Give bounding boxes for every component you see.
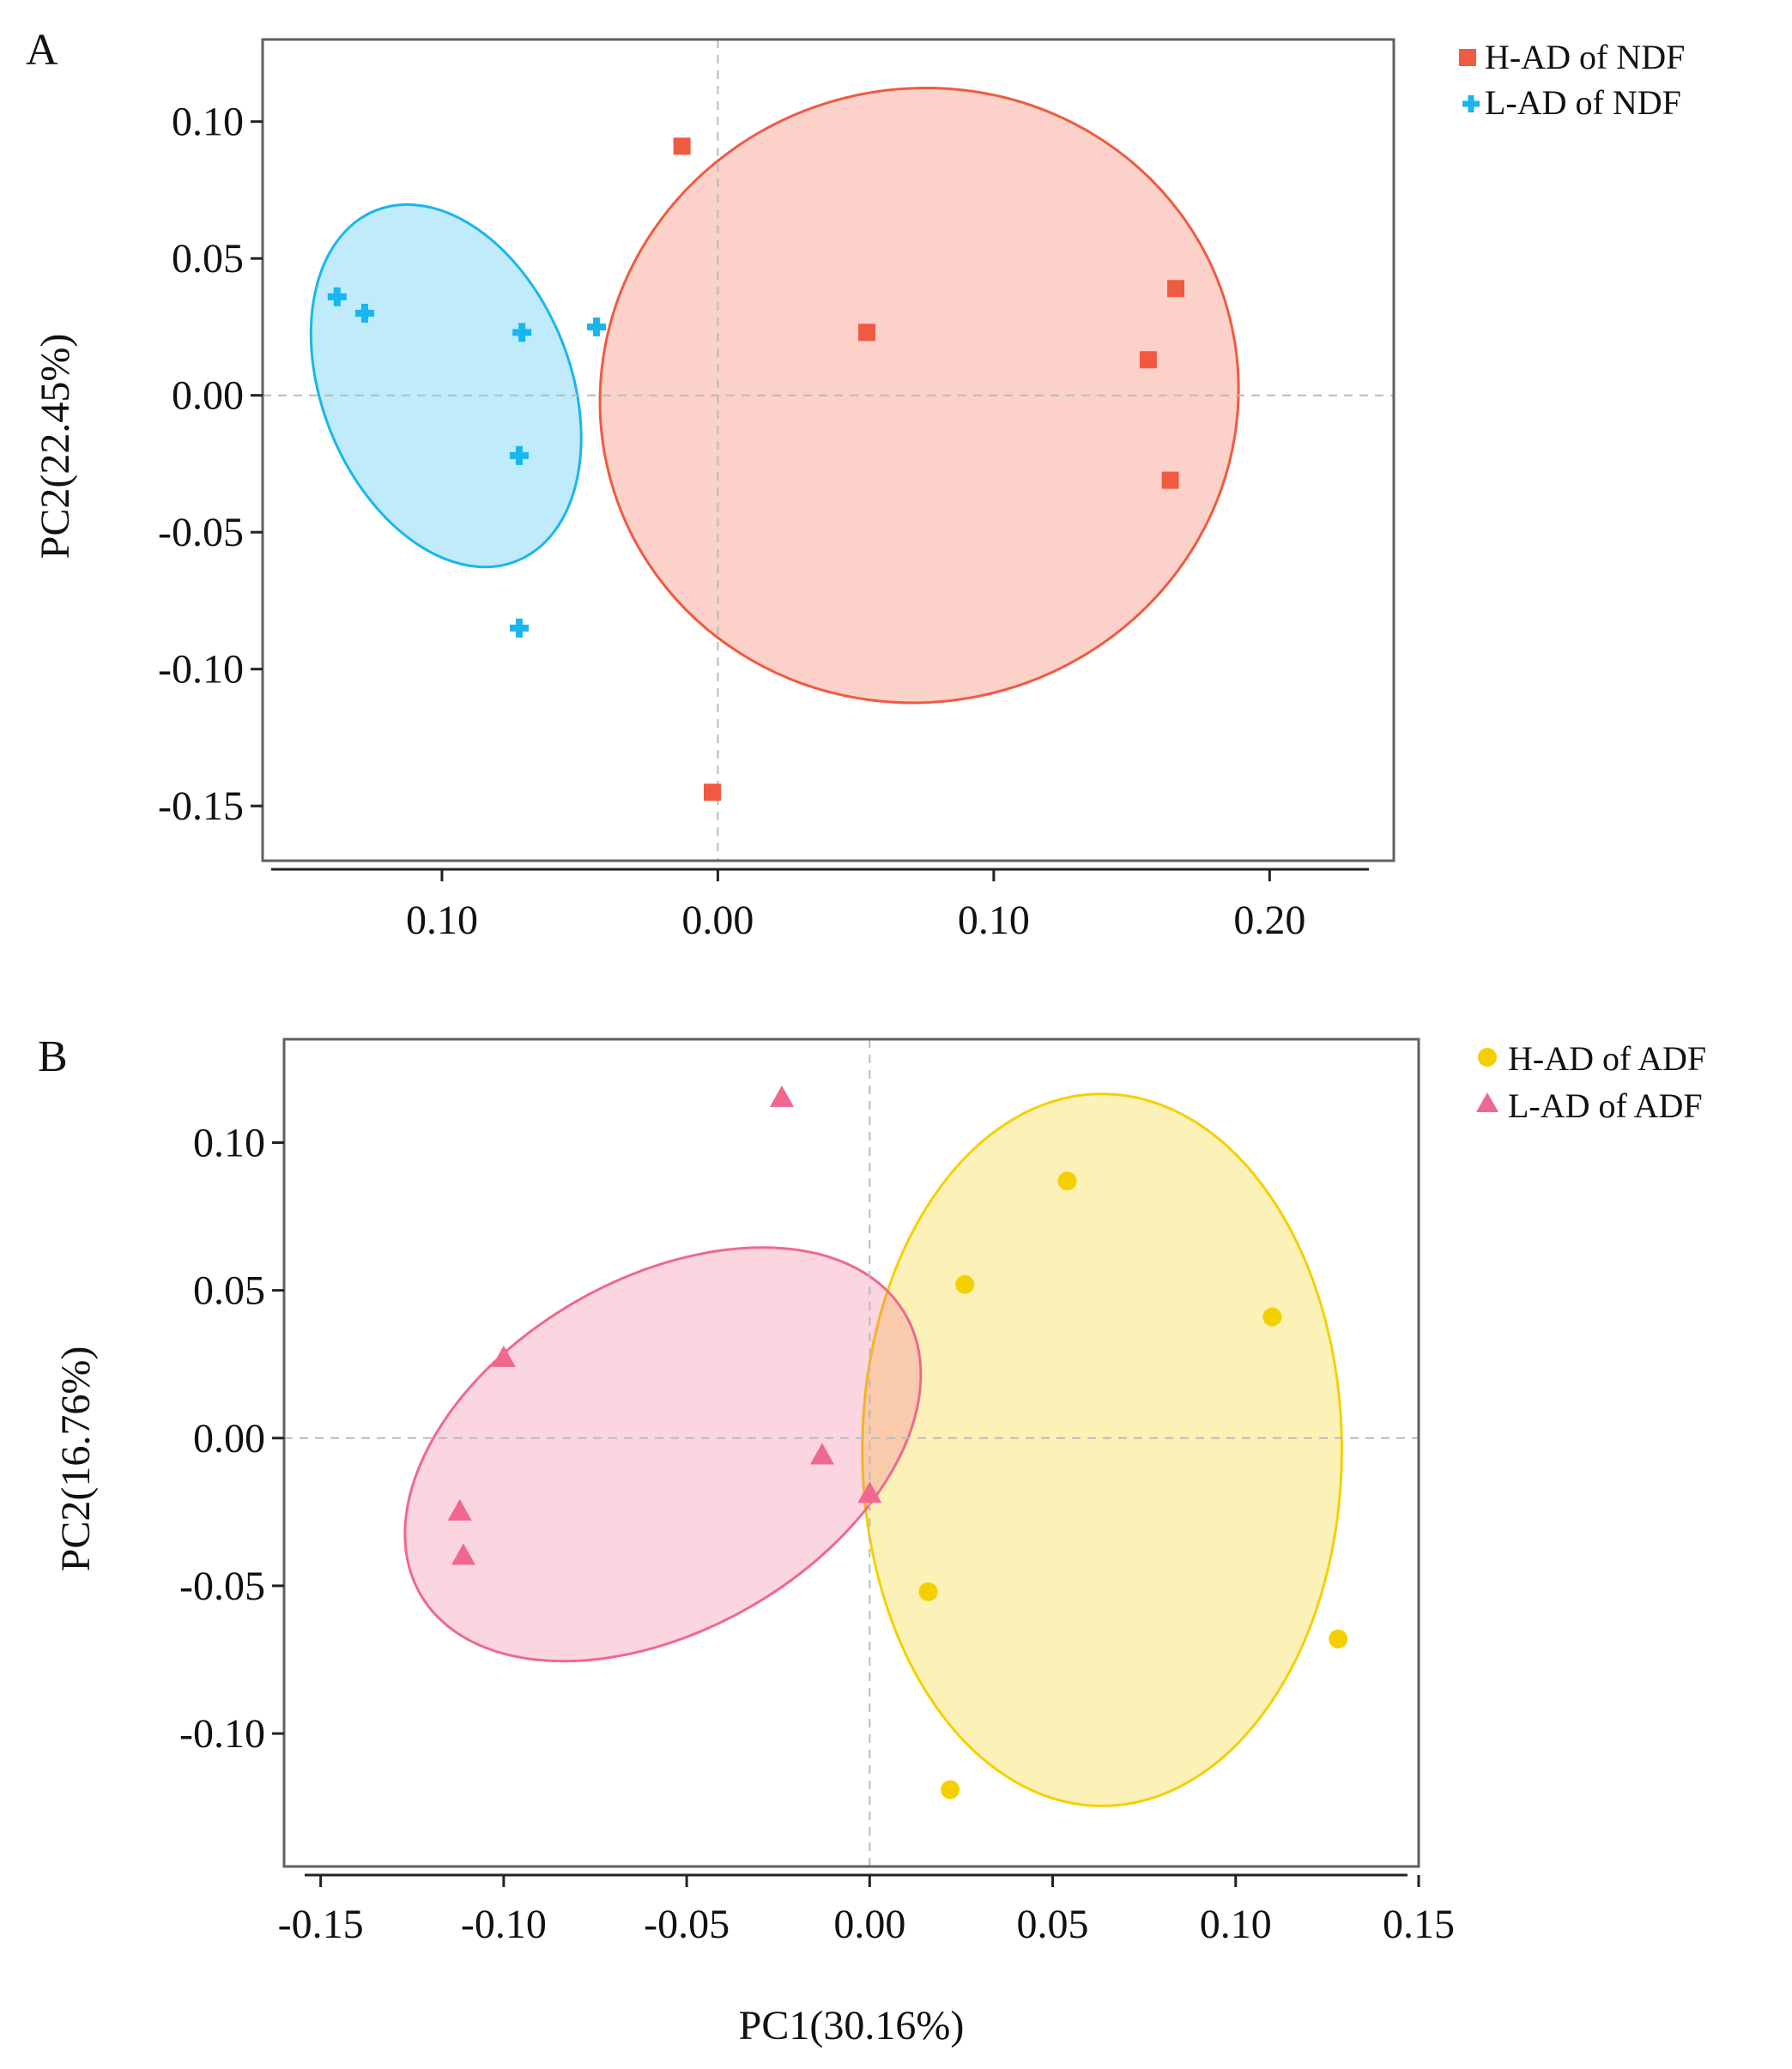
panel-a-point-s0-0 bbox=[673, 137, 691, 155]
panel-b-x-tick-label: 0.00 bbox=[833, 1902, 905, 1947]
legend-item-h-ad-adf: H-AD of ADF bbox=[1478, 1039, 1706, 1078]
panel-b-point-s1-1 bbox=[491, 1345, 516, 1367]
panel-b-x-tick-label: -0.10 bbox=[461, 1902, 547, 1947]
panel-a-point-s0-5 bbox=[703, 783, 721, 802]
panel-a-y-tick-label: -0.05 bbox=[158, 510, 244, 555]
panel-b-y-axis-label: PC2(16.76%) bbox=[53, 1346, 99, 1572]
panel-a-y-tick-label: -0.10 bbox=[158, 647, 244, 693]
legend-square-icon bbox=[1459, 49, 1476, 66]
panel-b-y-tick-label: -0.05 bbox=[179, 1564, 265, 1609]
panel-a-point-s0-4 bbox=[1161, 471, 1179, 489]
panel-a-x-tick-label: 0.20 bbox=[1233, 898, 1305, 943]
panel-b-ellipse-1 bbox=[403, 1246, 923, 1663]
panel-a-x-tick-label: 0.10 bbox=[406, 898, 478, 943]
panel-b-x-tick-label: 0.15 bbox=[1383, 1902, 1455, 1947]
panel-a-y-tick-label: 0.05 bbox=[172, 236, 244, 281]
panel-b-point-s1-0 bbox=[769, 1085, 794, 1107]
panel-a-pca-ndf: A 0.10 0.00 0.10 0.20 0.10 0.05 0.00 -0.05 -0.1… bbox=[26, 26, 1685, 943]
legend-label-l-ad-adf: L-AD of ADF bbox=[1508, 1086, 1703, 1125]
panel-b-y-tick-label: 0.10 bbox=[193, 1121, 265, 1166]
panel-a-point-s1-1 bbox=[354, 304, 374, 323]
panel-a-point-s1-4 bbox=[509, 445, 529, 465]
panel-b-x-tick-label: 0.10 bbox=[1200, 1902, 1272, 1947]
panel-a-y-tick-label: 0.10 bbox=[172, 100, 244, 145]
panel-b-ellipses bbox=[403, 1092, 1343, 1807]
legend-triangle-icon bbox=[1476, 1092, 1498, 1112]
legend-circle-icon bbox=[1478, 1048, 1497, 1067]
panel-a-reference-lines bbox=[263, 39, 1394, 861]
panel-a-point-s0-1 bbox=[858, 324, 876, 342]
panel-a-points bbox=[327, 137, 1185, 802]
panel-b-point-s0-3 bbox=[918, 1582, 938, 1601]
panel-b-x-tick-label: -0.05 bbox=[644, 1902, 730, 1947]
panel-b-point-s0-5 bbox=[941, 1780, 960, 1800]
legend-label-l-ad-ndf: L-AD of NDF bbox=[1485, 83, 1681, 122]
panel-b-pca-adf: B -0.15 -0.10 -0.05 0.00 0.05 0.10 0.15 0.100.… bbox=[38, 1032, 1706, 1947]
legend-plus-icon bbox=[1462, 95, 1480, 112]
panel-b-y-axis: 0.10 0.05 0.00 -0.05 -0.10 bbox=[179, 1121, 284, 1757]
panel-b-point-s1-3 bbox=[857, 1481, 882, 1503]
panel-b-label: B bbox=[38, 1032, 68, 1081]
panel-b-x-tick-label: 0.05 bbox=[1017, 1902, 1089, 1947]
panel-a-ellipse-1 bbox=[309, 203, 583, 569]
legend-label-h-ad-adf: H-AD of ADF bbox=[1508, 1039, 1706, 1078]
panel-a-y-axis-label: PC2(22.45%) bbox=[33, 334, 78, 560]
panel-a-point-s0-3 bbox=[1139, 351, 1157, 369]
panel-b-point-s0-2 bbox=[1262, 1307, 1282, 1327]
panel-b-point-s0-0 bbox=[1057, 1171, 1077, 1191]
legend-label-h-ad-ndf: H-AD of NDF bbox=[1485, 38, 1685, 76]
panel-a-label: A bbox=[26, 26, 58, 75]
panel-a-x-axis: 0.10 0.00 0.10 0.20 bbox=[271, 868, 1369, 943]
panel-a-point-s1-3 bbox=[586, 317, 606, 336]
panel-b-ellipse-0 bbox=[861, 1092, 1343, 1807]
panel-a-y-tick-label: -0.15 bbox=[158, 783, 244, 829]
panel-a-y-tick-label: 0.00 bbox=[172, 373, 244, 419]
panel-b-y-tick-label: -0.10 bbox=[179, 1711, 265, 1757]
panel-b-x-tick-label: -0.15 bbox=[278, 1902, 364, 1947]
panel-a-y-axis: 0.10 0.05 0.00 -0.05 -0.10 -0.15 bbox=[158, 100, 263, 829]
legend-item-h-ad-ndf: H-AD of NDF bbox=[1459, 38, 1685, 76]
panel-b-legend: H-AD of ADF L-AD of ADF bbox=[1476, 1039, 1706, 1125]
panel-b-points bbox=[447, 1085, 1348, 1800]
panel-a-x-tick-label: 0.10 bbox=[958, 898, 1030, 943]
panel-b-reference-lines bbox=[284, 1039, 1419, 1866]
panel-a-plot-frame bbox=[261, 38, 1395, 862]
panel-a-point-s0-2 bbox=[1167, 280, 1185, 298]
panel-b-point-s1-5 bbox=[451, 1543, 475, 1565]
panel-b-y-tick-label: 0.00 bbox=[193, 1416, 265, 1461]
panel-b-x-axis: -0.15 -0.10 -0.05 0.00 0.05 0.10 0.15 bbox=[278, 1873, 1455, 1947]
panel-b-plot-frame bbox=[282, 1038, 1420, 1868]
panel-a-point-s1-0 bbox=[327, 287, 347, 306]
panel-a-x-tick-label: 0.00 bbox=[681, 898, 754, 943]
panel-b-point-s1-4 bbox=[447, 1498, 472, 1521]
x-axis-label: PC1(30.16%) bbox=[739, 2003, 965, 2048]
panel-a-point-s1-2 bbox=[512, 323, 532, 342]
panel-b-point-s0-4 bbox=[1329, 1629, 1348, 1649]
panel-a-legend: H-AD of NDF L-AD of NDF bbox=[1459, 38, 1685, 122]
panel-b-point-s1-2 bbox=[809, 1443, 834, 1465]
legend-item-l-ad-adf: L-AD of ADF bbox=[1476, 1086, 1703, 1125]
panel-b-point-s0-1 bbox=[955, 1274, 975, 1294]
legend-item-l-ad-ndf: L-AD of NDF bbox=[1462, 83, 1681, 122]
panel-b-y-tick-label: 0.05 bbox=[193, 1268, 265, 1314]
panel-a-point-s1-5 bbox=[509, 618, 529, 638]
